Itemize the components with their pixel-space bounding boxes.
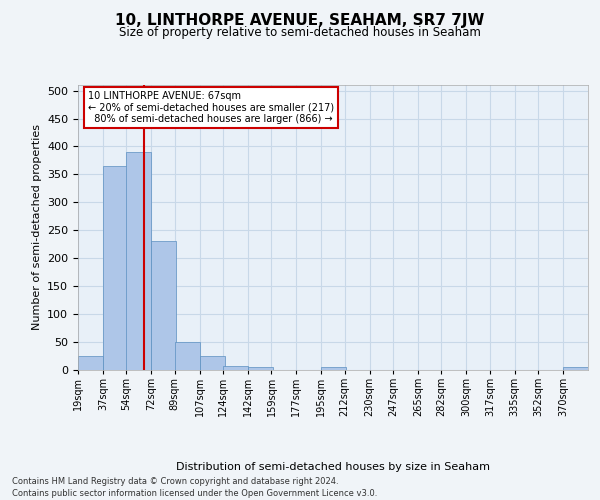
Text: Size of property relative to semi-detached houses in Seaham: Size of property relative to semi-detach… xyxy=(119,26,481,39)
Bar xyxy=(78,356,103,370)
Bar xyxy=(563,367,588,370)
Text: 10, LINTHORPE AVENUE, SEAHAM, SR7 7JW: 10, LINTHORPE AVENUE, SEAHAM, SR7 7JW xyxy=(115,12,485,28)
Text: Distribution of semi-detached houses by size in Seaham: Distribution of semi-detached houses by … xyxy=(176,462,490,472)
Bar xyxy=(200,356,224,370)
Y-axis label: Number of semi-detached properties: Number of semi-detached properties xyxy=(32,124,41,330)
Bar xyxy=(151,242,176,370)
Bar xyxy=(223,366,248,370)
Bar xyxy=(175,342,200,370)
Text: Contains public sector information licensed under the Open Government Licence v3: Contains public sector information licen… xyxy=(12,489,377,498)
Text: Contains HM Land Registry data © Crown copyright and database right 2024.: Contains HM Land Registry data © Crown c… xyxy=(12,478,338,486)
Bar xyxy=(248,367,273,370)
Bar xyxy=(127,152,151,370)
Bar xyxy=(321,367,346,370)
Bar xyxy=(103,166,128,370)
Text: 10 LINTHORPE AVENUE: 67sqm
← 20% of semi-detached houses are smaller (217)
  80%: 10 LINTHORPE AVENUE: 67sqm ← 20% of semi… xyxy=(88,90,334,124)
